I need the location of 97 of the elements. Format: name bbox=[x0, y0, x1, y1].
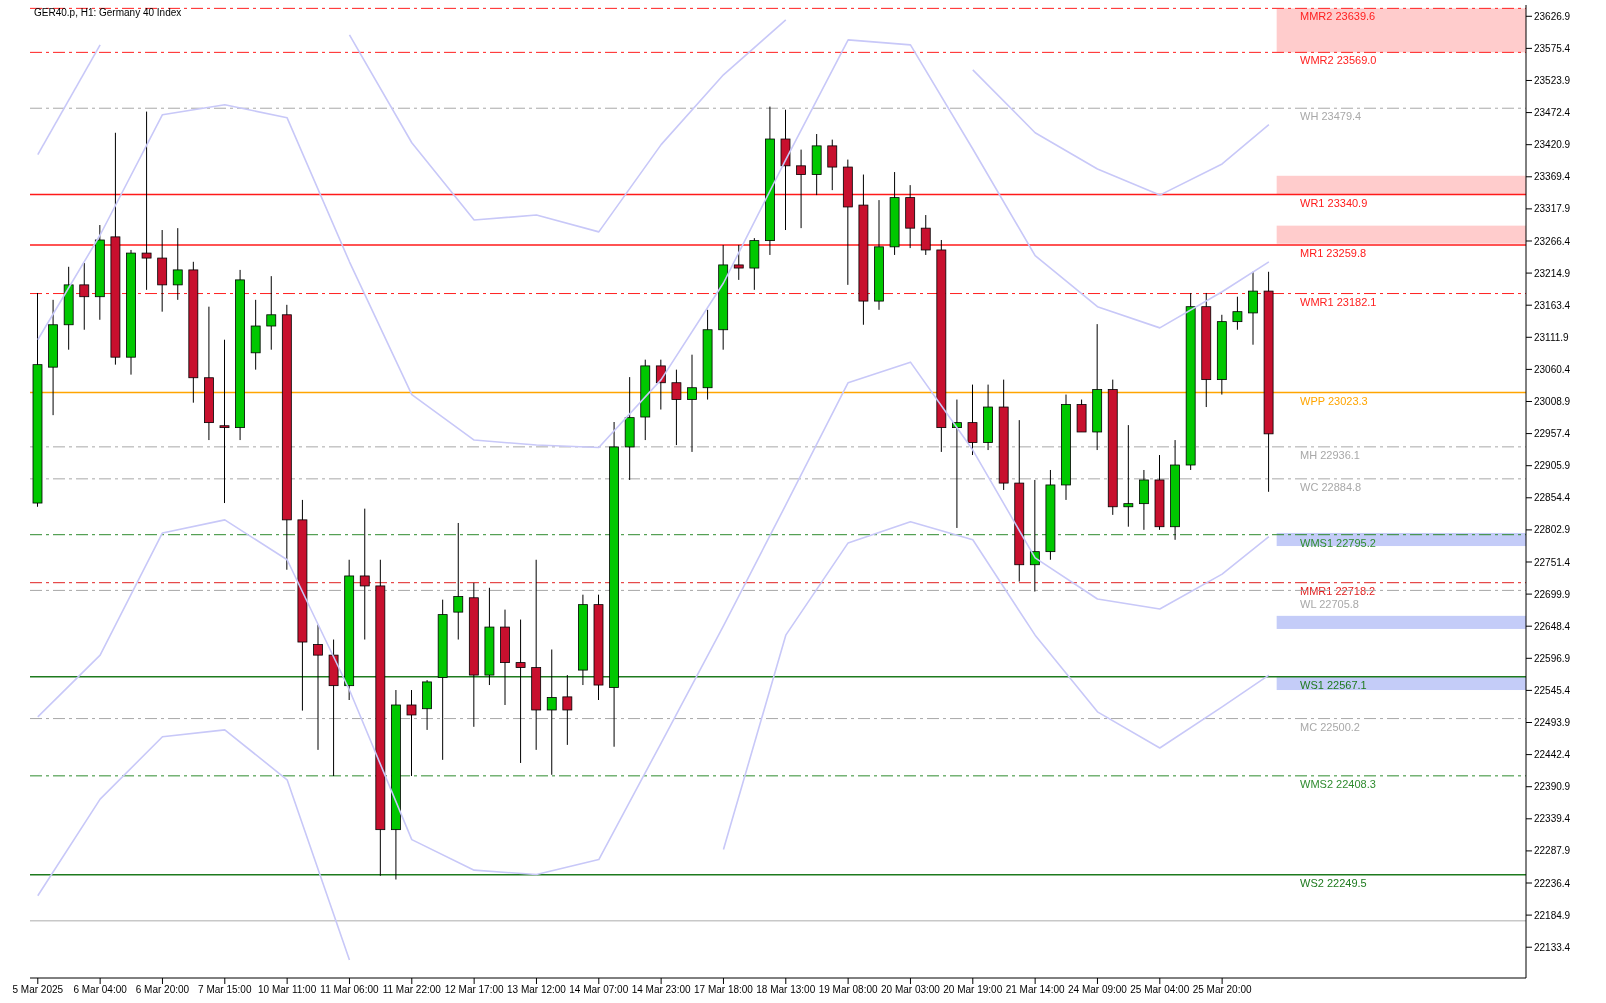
x-tick-label: 14 Mar 07:00 bbox=[569, 984, 629, 996]
ref-line-label: WR1 23340.9 bbox=[1300, 196, 1368, 209]
line-series bbox=[971, 69, 1270, 196]
x-tick-label: 5 Mar 2025 bbox=[12, 984, 64, 996]
y-tick-label: 23369.4 bbox=[1534, 171, 1571, 183]
y-tick-label: 23111.9 bbox=[1534, 331, 1570, 343]
ref-line-label: MMR2 23639.6 bbox=[1300, 10, 1376, 23]
y-tick-label: 22133.4 bbox=[1534, 941, 1571, 953]
y-tick-label: 22339.4 bbox=[1534, 813, 1571, 825]
ref-line-label: WS1 22567.1 bbox=[1300, 678, 1367, 691]
y-tick-label: 23317.9 bbox=[1534, 203, 1571, 215]
candlestick bbox=[1232, 296, 1243, 331]
y-tick-label: 23523.9 bbox=[1534, 75, 1571, 87]
x-tick-label: 10 Mar 11:00 bbox=[258, 984, 317, 996]
candlestick bbox=[172, 227, 183, 301]
candlestick bbox=[733, 244, 744, 281]
y-tick-label: 22442.4 bbox=[1534, 749, 1571, 761]
line-series bbox=[722, 520, 1270, 851]
ref-line-label: WPP 23023.3 bbox=[1300, 394, 1368, 407]
ref-line-label: WMR1 23182.1 bbox=[1300, 295, 1377, 308]
y-tick-label: 22905.9 bbox=[1534, 460, 1571, 472]
y-tick-label: 23214.9 bbox=[1534, 267, 1571, 279]
candlestick bbox=[141, 111, 152, 291]
x-tick-label: 12 Mar 17:00 bbox=[444, 984, 505, 996]
candlestick bbox=[546, 649, 557, 776]
candlestick bbox=[671, 369, 682, 446]
x-tick-label: 20 Mar 19:00 bbox=[943, 984, 1003, 996]
line-series bbox=[348, 19, 787, 233]
ref-line-label: WC 22884.8 bbox=[1300, 480, 1362, 493]
candlestick bbox=[1139, 469, 1149, 531]
candlestick bbox=[1248, 271, 1258, 346]
x-tick-label: 25 Mar 20:00 bbox=[1192, 984, 1253, 996]
y-tick-label: 23060.4 bbox=[1534, 363, 1571, 375]
y-tick-label: 22545.4 bbox=[1534, 684, 1571, 696]
y-tick-label: 22751.4 bbox=[1534, 556, 1571, 568]
y-tick-label: 22287.9 bbox=[1534, 845, 1571, 857]
x-tick-label: 11 Mar 22:00 bbox=[382, 984, 442, 996]
y-tick-label: 22596.9 bbox=[1534, 652, 1571, 664]
candlestick bbox=[920, 214, 931, 256]
x-tick-label: 20 Mar 03:00 bbox=[880, 984, 941, 996]
candlestick bbox=[687, 354, 697, 453]
y-tick-label: 23472.4 bbox=[1534, 107, 1571, 119]
ref-line-label: WL 22705.8 bbox=[1300, 597, 1359, 610]
ref-line-label: WH 23479.4 bbox=[1300, 110, 1362, 123]
x-tick-label: 7 Mar 15:00 bbox=[198, 984, 252, 996]
ref-line-label: WMS2 22408.3 bbox=[1300, 777, 1376, 790]
x-tick-label: 13 Mar 12:00 bbox=[506, 984, 567, 996]
x-tick-label: 18 Mar 13:00 bbox=[756, 984, 816, 996]
y-tick-label: 23163.4 bbox=[1534, 299, 1571, 311]
y-tick-label: 23420.9 bbox=[1534, 139, 1571, 151]
x-tick-label: 25 Mar 04:00 bbox=[1130, 984, 1190, 996]
y-tick-label: 22854.4 bbox=[1534, 492, 1571, 504]
x-tick-label: 14 Mar 23:00 bbox=[631, 984, 692, 996]
candlestick bbox=[359, 508, 370, 641]
candlestick bbox=[562, 674, 573, 746]
candlestick bbox=[266, 275, 277, 351]
y-tick-label: 22699.9 bbox=[1534, 588, 1571, 600]
y-tick-label: 23008.9 bbox=[1534, 396, 1571, 408]
x-tick-label: 6 Mar 04:00 bbox=[73, 984, 128, 996]
candlestick bbox=[796, 149, 806, 229]
y-tick-label: 23266.4 bbox=[1534, 235, 1571, 247]
y-tick-label: 22493.9 bbox=[1534, 717, 1571, 729]
ref-line-label: MH 22936.1 bbox=[1300, 448, 1360, 461]
line-series bbox=[36, 361, 1270, 876]
y-tick-label: 22802.9 bbox=[1534, 524, 1571, 536]
ref-line-label: WMR2 23569.0 bbox=[1300, 54, 1377, 67]
ref-line-label: WMS1 22795.2 bbox=[1300, 536, 1376, 549]
ref-line-label: WS2 22249.5 bbox=[1300, 876, 1367, 889]
candlestick bbox=[453, 522, 464, 641]
y-tick-label: 23575.4 bbox=[1534, 42, 1571, 54]
candlestick bbox=[967, 384, 978, 456]
y-tick-label: 22184.9 bbox=[1534, 909, 1571, 921]
chart-title: GER40.p, H1: Germany 40 Index bbox=[34, 7, 182, 18]
x-tick-label: 21 Mar 14:00 bbox=[1005, 984, 1066, 996]
y-tick-label: 22957.4 bbox=[1534, 428, 1571, 440]
y-tick-label: 23626.9 bbox=[1534, 10, 1571, 22]
line-series bbox=[36, 39, 1270, 449]
candlestick bbox=[219, 339, 230, 504]
candlestick bbox=[655, 359, 666, 411]
candlestick bbox=[313, 624, 323, 751]
candlestick bbox=[406, 689, 417, 777]
x-tick-label: 24 Mar 09:00 bbox=[1067, 984, 1128, 996]
ref-line-label: MR1 23259.8 bbox=[1300, 247, 1367, 260]
x-tick-label: 11 Mar 06:00 bbox=[320, 984, 379, 996]
ref-line-label: MC 22500.2 bbox=[1300, 720, 1360, 733]
ref-line-label: MMR1 22718.2 bbox=[1300, 584, 1376, 597]
line-series bbox=[36, 729, 351, 961]
candlestick bbox=[79, 262, 90, 331]
y-tick-label: 22648.4 bbox=[1534, 620, 1571, 632]
candlestick bbox=[827, 139, 838, 191]
candlestick bbox=[515, 619, 526, 764]
y-tick-label: 22236.4 bbox=[1534, 877, 1571, 889]
candlestick bbox=[1123, 424, 1134, 528]
x-tick-label: 17 Mar 18:00 bbox=[693, 984, 754, 996]
y-tick-label: 22390.9 bbox=[1534, 781, 1571, 793]
x-tick-label: 19 Mar 08:00 bbox=[818, 984, 879, 996]
x-tick-label: 6 Mar 20:00 bbox=[135, 984, 190, 996]
